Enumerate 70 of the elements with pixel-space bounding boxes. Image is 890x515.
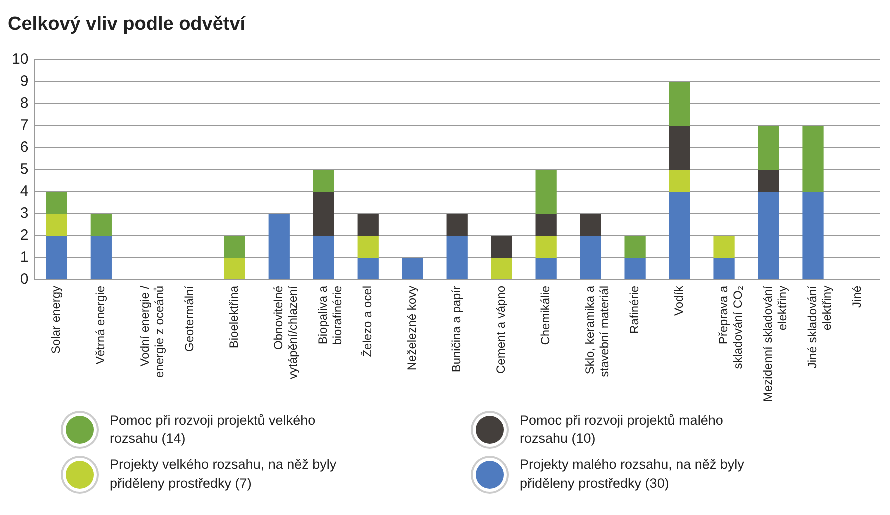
x-tick-label: Chemikálie [538,286,553,346]
y-tick-label: 4 [20,183,29,200]
bar [714,236,735,258]
bar [536,170,557,214]
bar [802,126,824,192]
bar [90,214,112,236]
legend-label: Projekty velkého rozsahu, na něž byly přiděleny prostředky (7) [110,456,338,493]
y-tick-label: 10 [12,51,29,68]
bar [358,214,379,236]
bar [714,258,735,280]
chart-title: Celkový vliv podle odvětví [8,14,246,36]
bar [402,258,424,280]
legend-label: Projekty malého rozsahu, na něž byly přiděleny prostředky (30) [520,456,746,493]
x-tick-label: Solar energy [49,286,64,354]
bar [758,170,780,192]
bar [669,192,690,280]
bar [46,236,68,280]
bar [802,192,824,280]
y-tick-label: 5 [20,161,29,178]
bar [313,170,334,192]
bar [446,236,468,280]
bar [580,214,602,236]
bar [624,258,646,280]
x-tick-label: Sklo, keramika a stavební materiál [583,286,612,378]
y-tick-label: 7 [20,117,29,134]
x-tick-label: Geotermální [182,285,197,352]
y-tick-label: 6 [20,139,29,156]
bar [758,192,780,280]
bar [669,126,690,170]
x-tick-label: Cement a vápno [494,286,508,374]
x-tick-label: Bioelektřina [227,286,242,349]
bar [224,236,246,258]
y-tick-label: 2 [20,227,29,244]
bar [536,258,557,280]
bar [90,236,112,280]
bar [580,236,602,280]
x-tick-label: Železo a ocel [360,286,375,358]
bar [358,258,379,280]
y-tick-label: 8 [20,95,29,112]
x-tick-label: Přeprava a skladování CO₂ [716,286,745,370]
bar [224,258,246,280]
x-tick-label: Vodík [672,284,686,316]
bar [491,236,512,258]
y-tick-label: 0 [20,271,29,288]
legend-label: Pomoc při rozvoji projektů malého rozsahu (10) [520,412,724,448]
bar [624,236,646,258]
bar [46,214,68,236]
y-tick-label: 3 [20,205,29,222]
x-tick-label: Větrná energie [94,286,108,365]
x-tick-label: Jiné [850,286,864,308]
bar [669,170,690,192]
x-tick-label: Rafinérie [628,286,642,334]
bar [313,192,334,236]
bar [758,126,780,170]
x-tick-label: Vodní energie / energie z oceánů [138,285,167,382]
bar [446,214,468,236]
x-tick-label: Obnovitelné vytápění/chlazení [272,285,300,380]
y-tick-label: 9 [20,73,29,90]
bar [46,192,68,214]
bar [358,236,379,258]
x-tick-label: Neželezné kovy [405,286,420,371]
bar [268,214,290,280]
bar [536,214,557,236]
bar [536,236,557,258]
y-tick-label: 1 [20,249,29,266]
bar [669,82,690,126]
x-tick-label: Buničina a papír [450,286,464,373]
bar [491,258,512,280]
bar [313,236,334,280]
legend-label: Pomoc při rozvoji projektů velkého rozsahu (14) [110,412,317,448]
